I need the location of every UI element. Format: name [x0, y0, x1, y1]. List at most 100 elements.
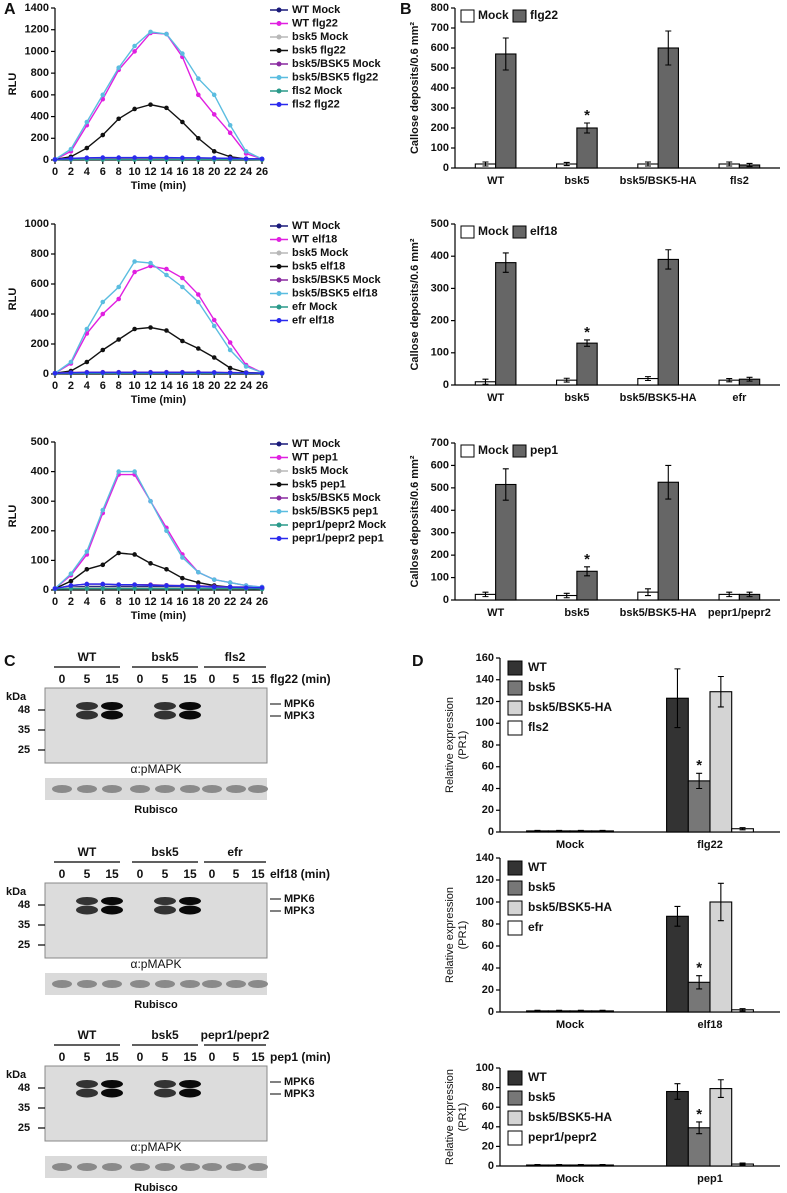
- y-tick-label: 0: [43, 154, 49, 166]
- treatment-label: elf18 (min): [270, 867, 330, 881]
- legend-label: bsk5/BSK5-HA: [528, 1110, 612, 1124]
- band-label: MPK6: [284, 893, 315, 905]
- data-point: [148, 370, 153, 375]
- y-tick-label: 500: [431, 218, 449, 230]
- x-tick-label: 2: [68, 596, 74, 608]
- error-bar: [577, 829, 584, 833]
- data-point: [84, 586, 90, 591]
- x-tick-label: Mock: [556, 1019, 585, 1031]
- data-point: [196, 155, 201, 161]
- legend-marker: [276, 495, 282, 501]
- data-point: [196, 299, 201, 305]
- error-bar: [599, 1163, 606, 1167]
- loading-band: [130, 1163, 150, 1171]
- x-tick-label: fls2: [730, 175, 749, 187]
- time-label: 0: [59, 867, 66, 881]
- marker-label: 35: [18, 919, 30, 931]
- y-axis-label: RLU: [7, 505, 19, 528]
- error-bar: [739, 827, 746, 831]
- legend-marker: [276, 318, 282, 323]
- time-label: 5: [162, 1050, 169, 1064]
- data-point: [84, 549, 90, 554]
- data-point: [227, 130, 233, 136]
- loading-label: Rubisco: [134, 999, 178, 1011]
- data-point: [68, 156, 74, 161]
- legend-swatch: [507, 700, 523, 716]
- x-tick-label: 14: [160, 596, 173, 608]
- legend-swatch: [507, 1110, 523, 1126]
- treatment-label: flg22 (min): [270, 672, 331, 686]
- marker-label: 25: [18, 1122, 30, 1134]
- legend-label: bsk5 pep1: [292, 478, 346, 490]
- x-tick-label: pepr1/pepr2: [708, 607, 771, 619]
- y-tick-label: 60: [482, 940, 494, 952]
- group-label: efr: [227, 845, 243, 859]
- series-line: [54, 31, 263, 161]
- y-tick-label: 100: [31, 554, 49, 566]
- loading-band: [180, 980, 200, 988]
- data-point: [132, 49, 137, 54]
- x-tick-label: 20: [208, 166, 220, 178]
- y-tick-label: 80: [482, 918, 494, 930]
- loading-band: [226, 980, 246, 988]
- x-tick-label: 16: [176, 166, 188, 178]
- x-tick-label: 24: [240, 166, 253, 178]
- data-point: [180, 51, 185, 56]
- y-tick-label: 0: [443, 379, 449, 391]
- y-axis-label: RLU: [7, 288, 19, 311]
- legend-marker: [276, 509, 282, 514]
- time-label: 0: [59, 672, 66, 686]
- time-label: 5: [233, 672, 240, 686]
- bar: [709, 1088, 733, 1167]
- legend-label: pepr1/pepr2 Mock: [292, 519, 387, 531]
- data-point: [211, 584, 217, 590]
- y-tick-label: 100: [476, 1062, 494, 1074]
- data-point: [227, 347, 233, 353]
- data-point: [180, 555, 185, 560]
- y-axis-label: Relative expression: [444, 1069, 456, 1165]
- data-point: [211, 355, 217, 360]
- kda-label: kDa: [6, 1069, 27, 1081]
- x-tick-label: 2: [68, 166, 74, 178]
- time-label: 5: [84, 867, 91, 881]
- x-tick-label: bsk5: [564, 392, 589, 404]
- x-tick-label: elf18: [697, 1019, 722, 1031]
- legend-swatch: [507, 900, 523, 916]
- data-point: [68, 146, 74, 152]
- time-label: 5: [84, 1050, 91, 1064]
- band-pointer: [270, 898, 281, 912]
- data-point: [211, 317, 217, 323]
- legend-label: bsk5/BSK5 Mock: [292, 492, 382, 504]
- legend-marker: [276, 536, 282, 541]
- legend-label: bsk5: [528, 680, 556, 694]
- legend-label: bsk5: [528, 880, 556, 894]
- data-point: [164, 266, 169, 272]
- data-point: [148, 29, 153, 35]
- band: [154, 897, 176, 905]
- data-point: [116, 586, 121, 591]
- treatment-label: pep1 (min): [270, 1050, 331, 1064]
- y-tick-label: 0: [43, 584, 49, 596]
- series-line: [54, 103, 263, 161]
- x-tick-label: 6: [100, 380, 106, 392]
- band: [154, 702, 176, 710]
- band: [154, 710, 176, 720]
- legend-marker: [276, 223, 282, 229]
- data-point: [116, 155, 121, 160]
- legend-swatch: [507, 1130, 523, 1146]
- legend-marker: [276, 304, 282, 310]
- legend-marker: [276, 291, 282, 296]
- series-line: [54, 156, 263, 161]
- kda-label: kDa: [6, 886, 27, 898]
- legend-label: Mock: [478, 443, 509, 457]
- data-point: [164, 328, 169, 333]
- bar: [576, 342, 598, 386]
- error-bar: [482, 161, 489, 167]
- loading-band: [52, 785, 72, 793]
- legend-label: WT elf18: [292, 233, 337, 245]
- x-tick-label: 10: [128, 596, 140, 608]
- x-tick-label: bsk5/BSK5-HA: [620, 392, 697, 404]
- legend-label: WT: [528, 1070, 547, 1084]
- y-tick-label: 400: [431, 82, 449, 94]
- error-bar: [739, 1008, 746, 1012]
